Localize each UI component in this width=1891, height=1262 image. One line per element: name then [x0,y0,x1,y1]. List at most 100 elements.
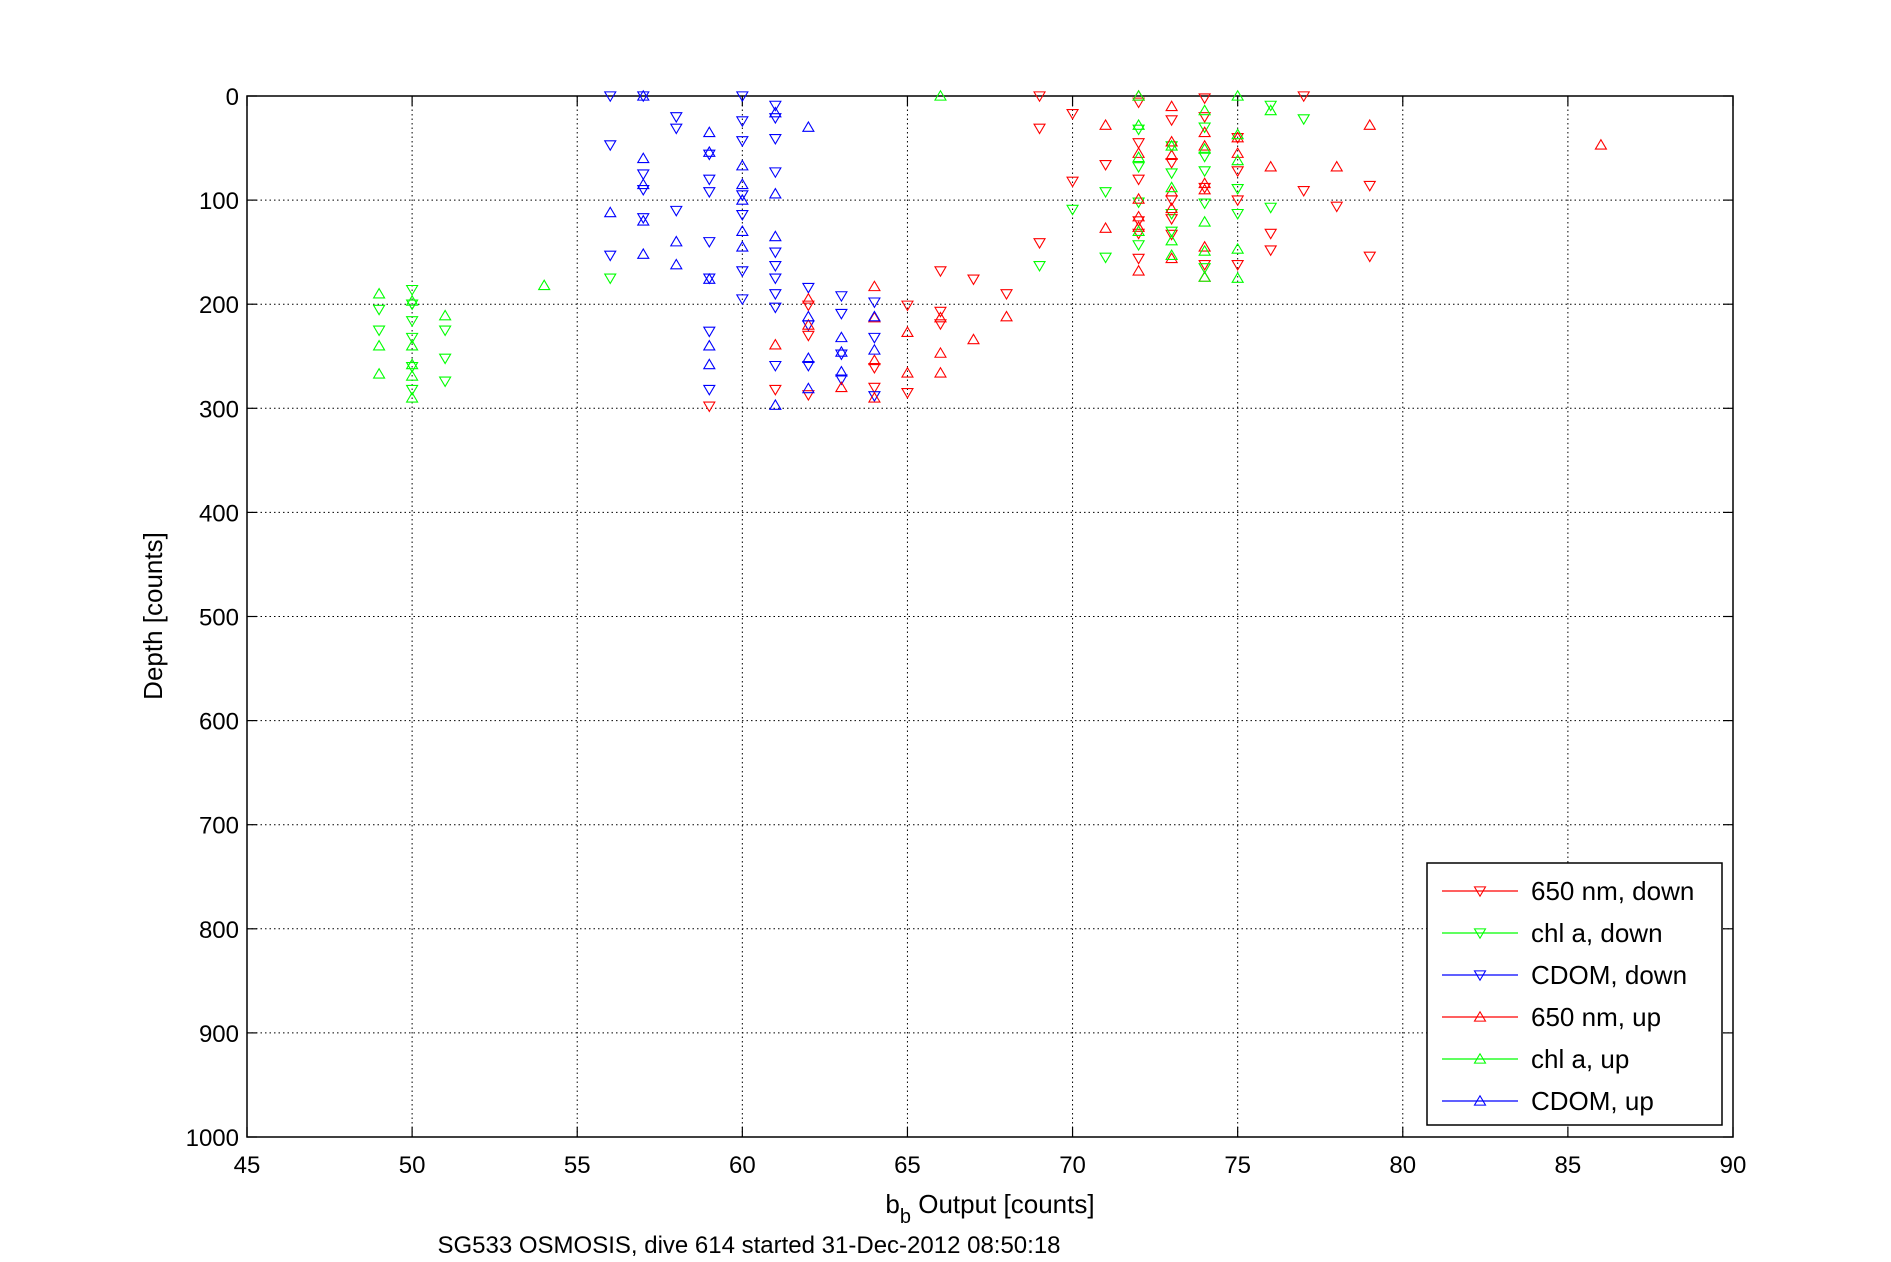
data-point [1132,97,1146,109]
data-point [900,300,914,312]
data-point [801,390,815,402]
data-point [1099,221,1113,233]
data-point [801,292,815,304]
legend-marker [1473,970,1487,982]
x-axis-label-rest: Output [counts] [911,1189,1095,1219]
x-tick-label: 55 [564,1152,591,1179]
data-point [801,382,815,394]
data-point [834,331,848,343]
data-point [768,338,782,350]
data-point [702,145,716,157]
data-point [1231,195,1245,207]
y-tick-label: 100 [199,188,239,215]
data-point [735,209,749,221]
data-point [735,266,749,278]
data-point [1198,183,1212,195]
data-point [1165,100,1179,112]
legend-marker [1473,928,1487,940]
data-point [1033,238,1046,250]
data-point [768,187,782,199]
data-point [405,391,419,403]
data-point [1231,89,1245,101]
data-point [1198,139,1212,151]
caption: SG533 OSMOSIS, dive 614 started 31-Dec-2… [437,1232,1060,1259]
data-point [636,247,650,259]
data-point [1066,176,1080,188]
data-point [1198,112,1212,124]
axis-ticks [246,95,1734,1138]
data-point [372,367,386,379]
x-axis-label-base: b [885,1189,899,1219]
data-markers [372,89,1608,413]
data-point [768,398,782,410]
data-point [1165,168,1179,180]
data-point [372,304,386,316]
y-tick-label: 600 [199,709,239,736]
y-tick-labels: 0 100 200 300 400 500 600 700 800 900 1000 [186,84,239,1152]
data-point [735,225,749,237]
data-point [1264,228,1278,240]
data-point [1198,93,1212,105]
data-point [1297,91,1311,103]
data-point [636,89,650,101]
data-point [1231,271,1245,283]
data-point [801,360,815,372]
data-point [636,213,650,225]
data-point [867,391,881,403]
data-point [1198,270,1212,282]
data-point [1231,146,1245,158]
series-group [372,89,1278,403]
data-point [801,330,815,342]
data-point [669,205,683,217]
x-tick-label: 70 [1059,1152,1086,1179]
legend-label: CDOM, down [1531,960,1687,990]
data-point [1099,118,1113,130]
data-point [1165,157,1179,169]
data-point [934,266,947,278]
data-point [834,374,848,386]
data-point [636,169,650,181]
data-point [1594,138,1608,150]
data-point [1198,259,1212,271]
data-point [1165,141,1179,153]
data-point [801,310,815,322]
data-point [768,134,782,145]
data-point [603,273,617,285]
data-point [1132,210,1146,222]
data-point [405,294,419,306]
data-point [438,325,452,337]
legend-marker [1473,1094,1487,1106]
data-point [934,319,947,331]
data-point [702,187,716,199]
data-point [1132,220,1146,232]
data-point [801,120,815,132]
x-tick-label: 65 [894,1152,921,1179]
y-tick-label: 800 [199,917,239,944]
data-point [735,294,749,306]
data-point [801,318,815,330]
data-point [1132,146,1146,158]
data-point [934,306,947,318]
data-point [1231,128,1245,140]
data-point [636,185,650,196]
legend-label: 650 nm, up [1531,1002,1661,1032]
data-point [1165,229,1179,241]
data-point [735,240,749,252]
data-point [1033,91,1046,103]
data-point [768,273,782,285]
data-point [1198,215,1212,227]
data-point [735,190,749,202]
data-point [834,381,848,393]
data-point [1066,204,1080,216]
data-point [1165,226,1179,238]
y-tick-label: 700 [199,813,239,840]
data-point [1132,253,1146,265]
data-point [900,366,914,378]
data-point [834,308,848,320]
data-point [1099,252,1113,264]
data-point [1330,201,1344,213]
series-group [702,91,1377,413]
data-point [669,235,683,247]
data-point [702,174,716,186]
